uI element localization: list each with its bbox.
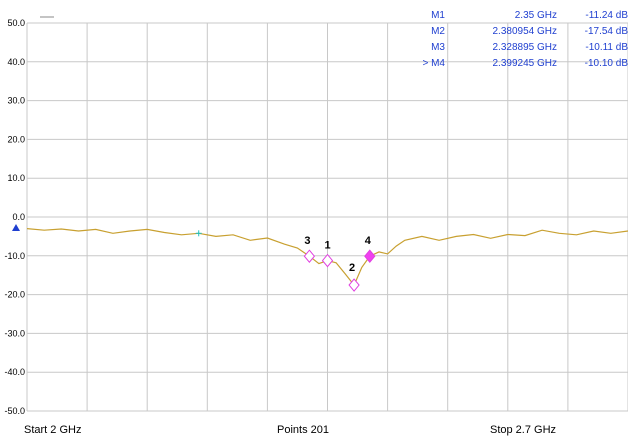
y-tick-label: -50.0 — [4, 406, 25, 416]
stop-frequency: Stop 2.7 GHz — [490, 424, 557, 436]
y-tick-label: 10.0 — [7, 173, 25, 183]
marker-readout-row[interactable]: M1 2.35 GHz -11.24 dB — [430, 8, 628, 24]
marker-name: > M4 — [422, 58, 445, 69]
y-tick-labels: 50.0 40.0 30.0 20.0 10.0 0.0 -10.0 -20.0 -30.0 -4… — [4, 18, 25, 416]
trace-line — [26, 228, 628, 287]
marker-name: M2 — [431, 26, 445, 37]
marker-2-diamond-icon[interactable] — [348, 278, 360, 292]
marker-value: -17.54 dB — [584, 26, 628, 37]
y-tick-label: -20.0 — [4, 290, 25, 300]
marker-3-diamond-icon[interactable] — [303, 249, 316, 264]
y-tick-label: 50.0 — [7, 18, 25, 28]
grid — [26, 22, 628, 412]
marker-3-label: 3 — [304, 235, 310, 247]
start-frequency: Start 2 GHz — [24, 424, 82, 436]
y-tick-label: 30.0 — [7, 96, 25, 106]
marker-2-label: 2 — [349, 262, 355, 274]
y-tick-label: -40.0 — [4, 367, 25, 377]
points-count: Points 201 — [277, 424, 329, 436]
y-tick-label: 20.0 — [7, 134, 25, 144]
marker-1-label: 1 — [324, 240, 330, 252]
marker-frequency: 2.35 GHz — [514, 10, 557, 21]
marker-readout-row[interactable]: > M4 2.399245 GHz -10.10 dB — [422, 56, 628, 72]
reference-level-arrow-icon[interactable] — [12, 224, 20, 231]
y-tick-label: -10.0 — [4, 251, 25, 261]
marker-symbols: 1 2 3 4 — [195, 230, 376, 292]
marker-frequency: 2.380954 GHz — [492, 26, 558, 37]
marker-1-diamond-icon[interactable] — [321, 253, 334, 268]
marker-value: -10.10 dB — [584, 58, 628, 69]
marker-readout-row[interactable]: M2 2.380954 GHz -17.54 dB — [430, 24, 628, 40]
y-tick-label: -30.0 — [4, 328, 25, 338]
marker-value: -10.11 dB — [585, 42, 628, 53]
marker-value: -11.24 dB — [585, 10, 628, 21]
marker-4-label: 4 — [365, 235, 372, 247]
marker-readout-row[interactable]: M3 2.328895 GHz -10.11 dB — [430, 40, 628, 56]
marker-frequency: 2.399245 GHz — [492, 58, 558, 69]
marker-name: M1 — [431, 10, 445, 21]
y-tick-label: 0.0 — [12, 212, 25, 222]
marker-name: M3 — [431, 42, 445, 53]
marker-readout-table: M1 2.35 GHz -11.24 dB M2 2.380954 GHz -17.54 … — [422, 8, 628, 72]
y-tick-label: 40.0 — [7, 57, 25, 67]
marker-4-diamond-icon[interactable] — [364, 249, 376, 263]
plot-area: 50.0 40.0 30.0 20.0 10.0 0.0 -10.0 -20.0 -30.0 -4… — [4, 16, 628, 416]
marker-frequency: 2.328895 GHz — [492, 42, 558, 53]
